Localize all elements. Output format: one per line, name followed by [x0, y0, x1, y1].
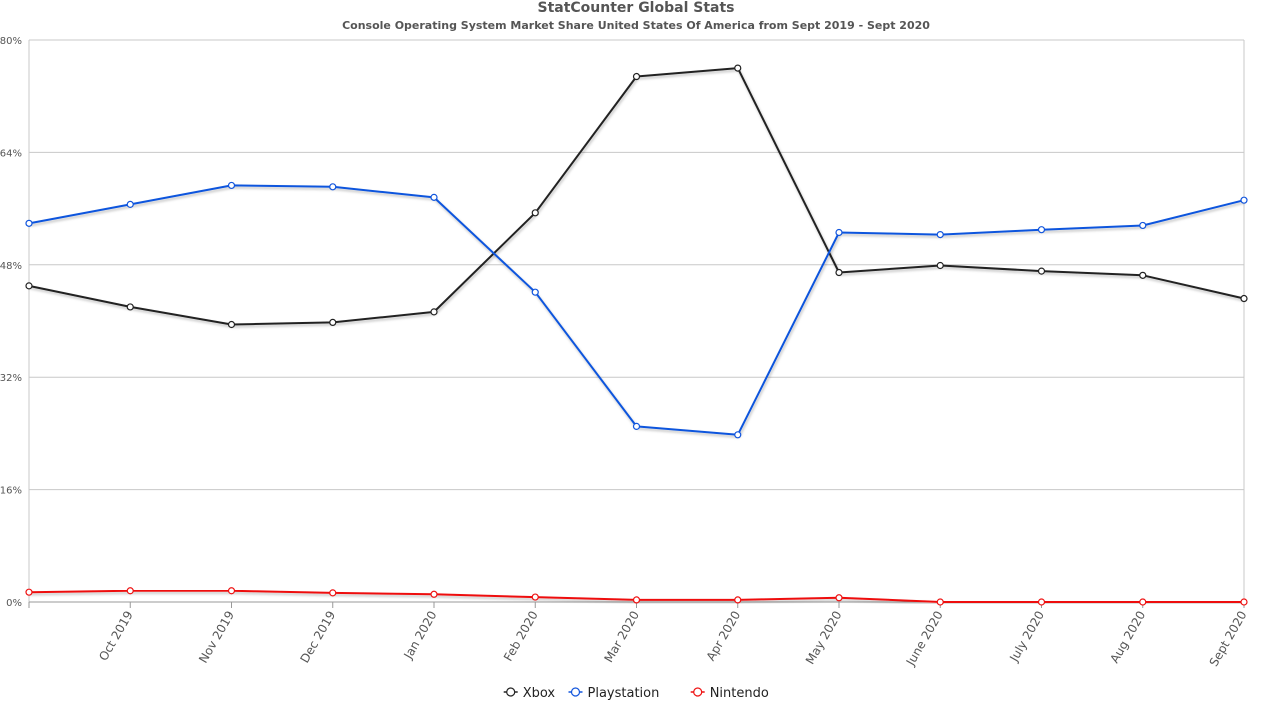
chart-subtitle: Console Operating System Market Share Un…	[342, 19, 930, 32]
data-point-xbox[interactable]	[835, 268, 843, 277]
legend-item-xbox[interactable]: Xbox	[503, 686, 556, 701]
data-point-playstation[interactable]	[1139, 221, 1147, 230]
data-point-xbox[interactable]	[430, 308, 438, 316]
data-point-xbox[interactable]	[25, 282, 33, 290]
legend-label-xbox: Xbox	[523, 686, 556, 701]
data-point-nintendo[interactable]	[430, 590, 438, 598]
data-point-nintendo[interactable]	[734, 596, 742, 604]
data-point-nintendo[interactable]	[1139, 598, 1147, 606]
x-tick-label: July 2020	[1007, 609, 1048, 665]
series-line-xbox	[28, 67, 1245, 326]
data-point-xbox[interactable]	[1037, 267, 1046, 275]
data-point-playstation[interactable]	[1240, 196, 1248, 204]
legend-label-playstation: Playstation	[588, 686, 660, 701]
data-point-playstation[interactable]	[531, 288, 539, 296]
data-point-playstation[interactable]	[734, 431, 742, 439]
legend-marker-playstation	[570, 687, 581, 697]
legend[interactable]: Xbox Playstation Nintendo	[503, 686, 769, 701]
data-point-playstation[interactable]	[126, 200, 134, 208]
data-point-xbox[interactable]	[1240, 294, 1248, 303]
data-point-playstation[interactable]	[430, 193, 438, 201]
data-point-nintendo[interactable]	[936, 598, 944, 606]
data-point-xbox[interactable]	[1139, 271, 1147, 279]
x-tick-label: May 2020	[803, 609, 845, 667]
y-tick-label: 80%	[0, 36, 22, 47]
y-tick-label: 0%	[6, 598, 22, 609]
y-tick-label: 48%	[0, 261, 22, 272]
data-point-xbox[interactable]	[329, 318, 337, 327]
x-tick-label: Sept 2020	[1207, 609, 1250, 669]
data-point-nintendo[interactable]	[126, 587, 134, 595]
data-point-playstation[interactable]	[329, 183, 337, 191]
legend-item-nintendo[interactable]: Nintendo	[690, 686, 769, 701]
legend-marker-xbox	[506, 687, 516, 697]
data-point-nintendo[interactable]	[329, 589, 337, 597]
data-point-nintendo[interactable]	[1240, 598, 1248, 606]
data-point-nintendo[interactable]	[632, 596, 641, 604]
x-tick-label: Oct 2019	[96, 609, 136, 664]
data-point-xbox[interactable]	[126, 303, 134, 311]
data-point-nintendo[interactable]	[25, 588, 33, 596]
legend-label-nintendo: Nintendo	[710, 686, 769, 701]
legend-item-playstation[interactable]: Playstation	[568, 686, 660, 701]
y-tick-label: 16%	[0, 486, 22, 497]
series-line-playstation	[28, 184, 1245, 436]
chart-title: StatCounter Global Stats	[537, 0, 735, 16]
x-tick-label: Mar 2020	[601, 609, 642, 665]
y-tick-label: 32%	[0, 373, 22, 384]
data-point-nintendo[interactable]	[835, 594, 843, 602]
x-tick-label: June 2020	[903, 609, 946, 669]
data-point-playstation[interactable]	[936, 230, 944, 239]
data-point-playstation[interactable]	[25, 219, 33, 227]
data-point-nintendo[interactable]	[227, 587, 236, 595]
data-point-playstation[interactable]	[227, 181, 236, 190]
legend-marker-nintendo	[693, 687, 703, 697]
x-tick-label: Apr 2020	[704, 609, 744, 664]
data-point-xbox[interactable]	[531, 209, 539, 217]
data-point-xbox[interactable]	[936, 261, 944, 270]
data-point-xbox[interactable]	[632, 72, 641, 81]
x-tick-label: Aug 2020	[1107, 609, 1148, 666]
x-tick-label: Feb 2020	[501, 609, 541, 664]
data-point-playstation[interactable]	[632, 422, 641, 430]
series-lines	[25, 64, 1248, 606]
data-point-playstation[interactable]	[835, 228, 843, 237]
data-point-nintendo[interactable]	[1037, 598, 1046, 606]
y-tick-label: 64%	[0, 148, 22, 159]
data-point-playstation[interactable]	[1037, 226, 1046, 234]
data-point-xbox[interactable]	[734, 64, 742, 72]
data-point-xbox[interactable]	[227, 320, 236, 329]
data-point-nintendo[interactable]	[531, 593, 539, 601]
x-tick-label: Dec 2019	[297, 609, 338, 666]
x-tick-label: Nov 2019	[196, 609, 237, 666]
x-tick-label: Jan 2020	[401, 609, 440, 663]
axes: 0% 16% 32% 48% 64% 80% Oct 2019 Nov 2019 Dec 201…	[0, 36, 1250, 669]
